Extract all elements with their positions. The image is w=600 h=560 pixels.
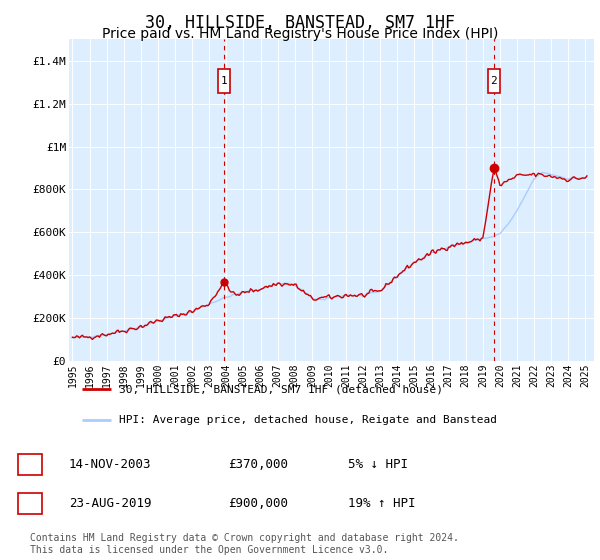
FancyBboxPatch shape xyxy=(218,69,230,93)
Text: 30, HILLSIDE, BANSTEAD, SM7 1HF (detached house): 30, HILLSIDE, BANSTEAD, SM7 1HF (detache… xyxy=(119,384,443,394)
Text: 5% ↓ HPI: 5% ↓ HPI xyxy=(348,458,408,471)
Text: 1: 1 xyxy=(26,458,34,471)
Text: £370,000: £370,000 xyxy=(228,458,288,471)
Text: £900,000: £900,000 xyxy=(228,497,288,510)
Text: 2: 2 xyxy=(491,76,497,86)
Text: Price paid vs. HM Land Registry's House Price Index (HPI): Price paid vs. HM Land Registry's House … xyxy=(102,27,498,41)
Text: 14-NOV-2003: 14-NOV-2003 xyxy=(69,458,151,471)
FancyBboxPatch shape xyxy=(488,69,500,93)
Text: 2: 2 xyxy=(26,497,34,510)
Text: HPI: Average price, detached house, Reigate and Banstead: HPI: Average price, detached house, Reig… xyxy=(119,415,497,425)
Text: 1: 1 xyxy=(221,76,227,86)
Text: 23-AUG-2019: 23-AUG-2019 xyxy=(69,497,151,510)
Text: Contains HM Land Registry data © Crown copyright and database right 2024.
This d: Contains HM Land Registry data © Crown c… xyxy=(30,533,459,555)
Text: 19% ↑ HPI: 19% ↑ HPI xyxy=(348,497,415,510)
Text: 30, HILLSIDE, BANSTEAD, SM7 1HF: 30, HILLSIDE, BANSTEAD, SM7 1HF xyxy=(145,14,455,32)
